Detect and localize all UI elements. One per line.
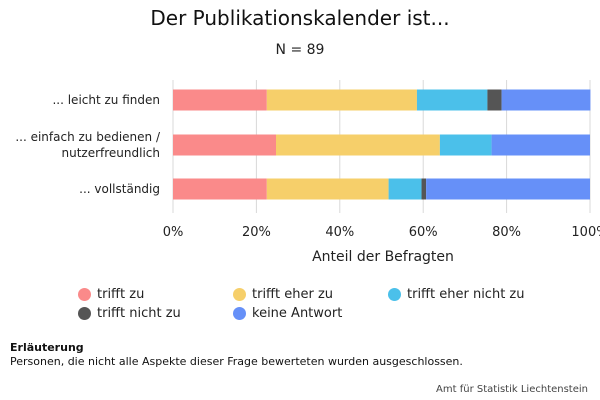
note-title: Erläuterung xyxy=(10,341,84,354)
legend-item: keine Antwort xyxy=(233,305,388,322)
x-tick-label: 20% xyxy=(242,225,271,240)
x-axis-label: Anteil der Befragten xyxy=(312,249,454,265)
bar-segment xyxy=(266,178,389,200)
bar-segment xyxy=(173,89,267,111)
legend-label: trifft zu xyxy=(97,287,145,302)
legend-item: trifft zu xyxy=(78,286,233,303)
x-tick-label: 60% xyxy=(409,225,438,240)
bar-segment xyxy=(426,178,590,200)
category-label: ... einfach zu bedienen / xyxy=(15,130,161,144)
x-tick-label: 100% xyxy=(571,225,600,240)
category-label: ... vollständig xyxy=(79,182,160,196)
legend-label: keine Antwort xyxy=(252,306,343,321)
source-credit: Amt für Statistik Liechtenstein xyxy=(436,384,588,395)
bar-segment xyxy=(501,89,591,111)
x-tick-label: 80% xyxy=(492,225,521,240)
bar-segment xyxy=(388,178,422,200)
bar-segment xyxy=(439,134,492,156)
legend-swatch xyxy=(388,288,401,301)
legend-item: trifft eher nicht zu xyxy=(388,286,548,303)
bar-segment xyxy=(491,134,590,156)
legend-label: trifft eher zu xyxy=(252,287,334,302)
x-tick-label: 0% xyxy=(163,225,184,240)
category-label: nutzerfreundlich xyxy=(61,146,160,160)
bar-segment xyxy=(416,89,488,111)
legend-swatch xyxy=(78,288,91,301)
legend-swatch xyxy=(233,307,246,320)
note-text: Personen, die nicht alle Aspekte dieser … xyxy=(10,355,463,368)
bar-segment xyxy=(173,134,276,156)
legend-item: trifft eher zu xyxy=(233,286,388,303)
bar-segment xyxy=(275,134,440,156)
legend-swatch xyxy=(78,307,91,320)
category-label: ... leicht zu finden xyxy=(52,93,160,107)
legend-swatch xyxy=(233,288,246,301)
bar-segment xyxy=(487,89,502,111)
chart-title: Der Publikationskalender ist... xyxy=(150,6,450,30)
x-tick-label: 40% xyxy=(325,225,354,240)
legend-item: trifft nicht zu xyxy=(78,305,233,322)
legend-label: trifft nicht zu xyxy=(97,306,181,321)
legend: trifft zu trifft eher zu trifft eher nicht… xyxy=(78,286,578,322)
legend-label: trifft eher nicht zu xyxy=(407,287,525,302)
bar-segment xyxy=(173,178,267,200)
bar-segment xyxy=(266,89,417,111)
chart-subtitle: N = 89 xyxy=(275,42,325,58)
bar-segment xyxy=(421,178,427,200)
